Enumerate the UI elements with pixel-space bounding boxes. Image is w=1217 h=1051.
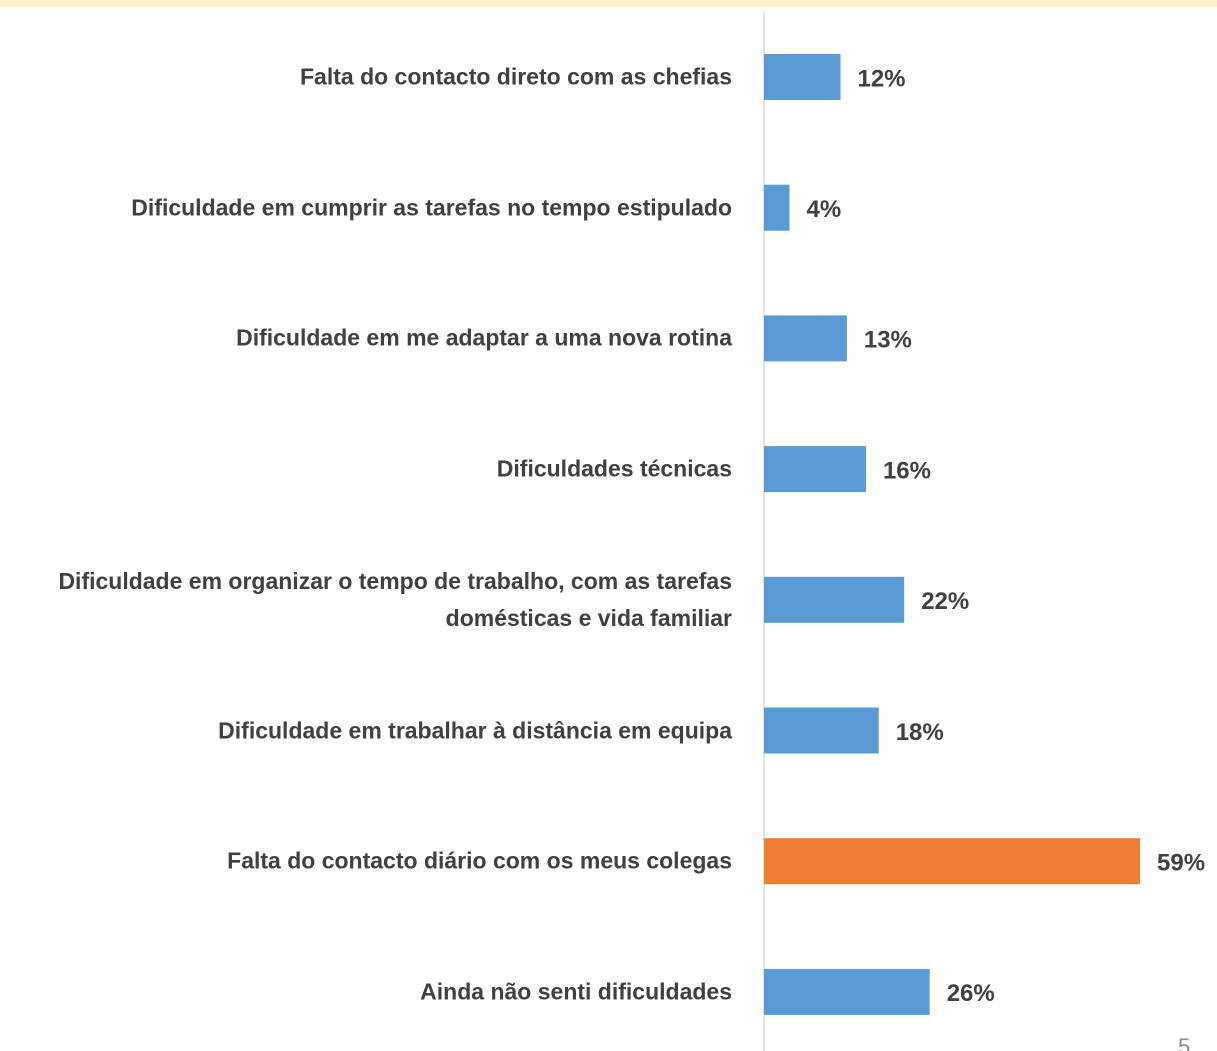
category-label: Dificuldade em me adaptar a uma nova rot…	[236, 324, 732, 351]
category-label: Dificuldade em trabalhar à distância em …	[218, 717, 732, 743]
bar	[764, 315, 847, 362]
bar	[764, 968, 930, 1015]
value-label: 4%	[806, 196, 841, 223]
category-label: Dificuldade em organizar o tempo de trab…	[58, 567, 732, 631]
top-strip	[0, 0, 1217, 7]
bar	[764, 54, 841, 100]
bar	[764, 707, 879, 754]
bar	[764, 446, 866, 493]
bar	[764, 838, 1140, 885]
category-label: Dificuldade em cumprir as tarefas no tem…	[131, 194, 732, 221]
value-label: 12%	[857, 65, 905, 92]
page-number: 5	[1178, 1034, 1190, 1051]
bar	[764, 184, 790, 231]
category-label: Falta do contacto diário com os meus col…	[227, 847, 732, 874]
category-label: Ainda não senti dificuldades	[420, 978, 732, 1005]
value-label: 18%	[896, 719, 944, 746]
value-label: 59%	[1157, 850, 1205, 877]
value-label: 26%	[947, 980, 995, 1007]
category-label: Dificuldades técnicas	[496, 455, 732, 482]
bar	[764, 576, 905, 623]
value-label: 22%	[921, 588, 969, 615]
value-label: 16%	[883, 457, 931, 484]
category-label: Falta do contacto direto com as chefias	[300, 63, 732, 90]
value-label: 13%	[864, 327, 912, 354]
